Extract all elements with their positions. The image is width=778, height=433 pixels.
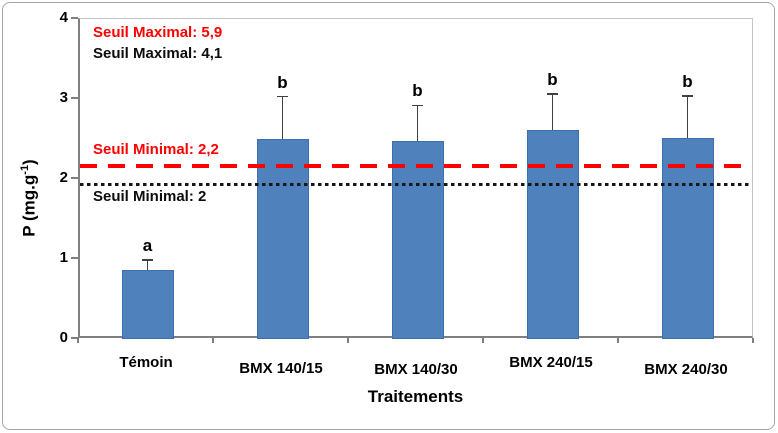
x-category-label: Témoin — [119, 354, 173, 371]
error-bar-whisker — [146, 259, 149, 271]
error-bar-whisker — [686, 95, 689, 139]
y-axis-tick-mark — [71, 17, 78, 19]
significance-letter: b — [547, 70, 558, 90]
bar-t-moin — [121, 270, 174, 339]
y-axis-tick-label: 3 — [59, 89, 68, 106]
error-bar-cap — [547, 93, 558, 96]
y-axis-tick-label: 1 — [59, 249, 68, 266]
bar-bmx-140-30 — [391, 140, 444, 339]
x-axis-tick-mark — [617, 338, 619, 343]
plot-area: a b b b b — [78, 18, 753, 339]
significance-letter: b — [682, 71, 693, 91]
annotation-seuil-maximal-black: Seuil Maximal: 4,1 — [93, 45, 223, 62]
error-bar-whisker — [551, 94, 554, 131]
significance-letter: b — [412, 81, 423, 101]
y-axis-tick-mark — [71, 337, 78, 339]
x-axis-tick-mark — [482, 338, 484, 343]
error-bar-cap — [277, 95, 288, 98]
bar-bmx-240-15 — [526, 130, 579, 339]
error-bar-cap — [142, 258, 153, 261]
error-bar-whisker — [416, 105, 419, 141]
y-axis-tick-mark — [71, 257, 78, 259]
significance-letter: b — [277, 72, 288, 92]
x-category-label: BMX 240/15 — [509, 354, 593, 371]
bar-bmx-140-15 — [256, 139, 309, 339]
error-bar-cap — [412, 104, 423, 107]
x-axis-tick-mark — [752, 338, 754, 343]
x-axis-tick-mark — [212, 338, 214, 343]
y-axis-title-superscript: -1 — [19, 164, 31, 175]
x-axis-title: Traitements — [367, 387, 464, 406]
bar-bmx-240-30 — [661, 138, 714, 339]
y-axis-tick-mark — [71, 177, 78, 179]
annotation-seuil-minimal-black: Seuil Minimal: 2 — [93, 188, 207, 205]
y-axis-tick-label: 2 — [59, 169, 68, 186]
x-axis-tick-mark — [77, 338, 79, 343]
x-category-label: BMX 140/15 — [239, 360, 323, 377]
error-bar-cap — [682, 94, 693, 97]
annotation-seuil-maximal-red: Seuil Maximal: 5,9 — [93, 24, 223, 41]
x-category-label: BMX 140/30 — [374, 361, 458, 378]
y-axis-title-suffix: ) — [19, 159, 39, 165]
y-axis-tick-label: 4 — [59, 9, 68, 26]
annotation-seuil-minimal-red: Seuil Minimal: 2,2 — [93, 141, 219, 158]
y-axis-tick-label: 0 — [59, 329, 68, 346]
reference-line-dashed — [80, 164, 752, 169]
y-axis-title: P (mg.g-1) — [19, 98, 43, 298]
significance-letter: a — [142, 235, 153, 255]
x-category-label: BMX 240/30 — [644, 361, 728, 378]
y-axis-tick-mark — [71, 97, 78, 99]
error-bar-whisker — [281, 96, 284, 139]
reference-line-dotted — [80, 182, 752, 186]
x-axis-tick-mark — [347, 338, 349, 343]
y-axis-title-prefix: P (mg.g — [19, 174, 39, 237]
